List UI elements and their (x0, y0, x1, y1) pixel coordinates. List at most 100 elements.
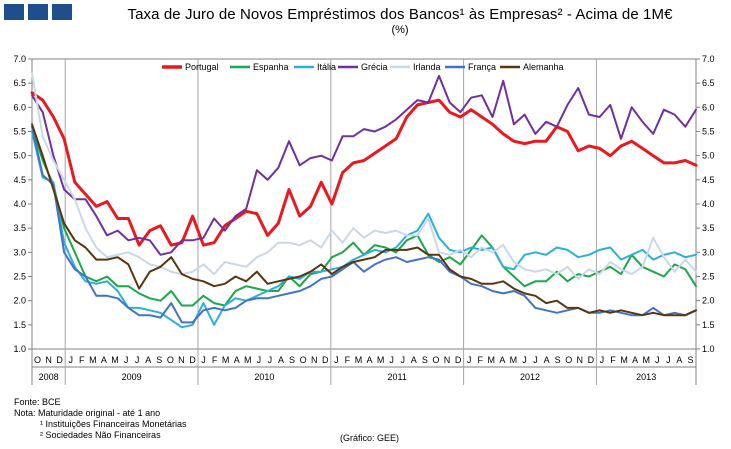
x-month-label: A (234, 355, 240, 365)
x-month-label: N (444, 355, 451, 365)
y-tick-label-left: 4.0 (13, 199, 26, 209)
x-month-label: F (212, 355, 218, 365)
legend-label: Portugal (185, 62, 219, 72)
y-tick-label-left: 2.5 (13, 272, 26, 282)
x-year-label: 2010 (254, 372, 274, 382)
y-tick-label-right: 3.5 (702, 223, 715, 233)
x-month-label: S (289, 355, 295, 365)
legend-label: França (468, 62, 496, 72)
x-year-label: 2009 (122, 372, 142, 382)
x-year-label: 2013 (636, 372, 656, 382)
x-month-label: A (411, 355, 417, 365)
y-tick-label-left: 5.0 (13, 151, 26, 161)
corner-block (28, 4, 48, 20)
x-month-label: D (189, 355, 196, 365)
legend-label: Espanha (253, 62, 289, 72)
y-tick-label-right: 7.0 (702, 54, 715, 64)
x-month-label: M (377, 355, 385, 365)
x-month-label: S (156, 355, 162, 365)
y-tick-label-right: 2.5 (702, 272, 715, 282)
source-note: Fonte: BCE (14, 397, 61, 407)
y-tick-label-right: 3.0 (702, 247, 715, 257)
x-month-label: M (89, 355, 97, 365)
series-line-portugal (30, 91, 698, 247)
x-month-label: O (167, 355, 174, 365)
x-month-label: J (334, 355, 339, 365)
x-month-label: J (666, 355, 671, 365)
x-month-label: J (522, 355, 527, 365)
y-tick-label-left: 6.0 (13, 102, 26, 112)
y-tick-label-right: 4.0 (702, 199, 715, 209)
x-year-label: 2011 (388, 372, 407, 382)
x-month-label: M (620, 355, 628, 365)
y-tick-label-left: 3.0 (13, 247, 26, 257)
x-month-label: D (322, 355, 329, 365)
x-month-label: J (467, 355, 472, 365)
chart-subtitle: (%) (391, 24, 409, 36)
y-tick-label-right: 1.0 (702, 344, 715, 354)
x-month-label: M (244, 355, 252, 365)
x-month-label: J (201, 355, 206, 365)
x-month-label: J (268, 355, 273, 365)
y-tick-label-right: 2.0 (702, 296, 715, 306)
x-month-label: A (499, 355, 505, 365)
corner-block (4, 4, 24, 20)
x-month-label: N (311, 355, 318, 365)
chart-title: Taxa de Juro de Novos Empréstimos dos Ba… (127, 6, 673, 23)
x-month-label: M (222, 355, 230, 365)
series-line-alemanha (31, 123, 697, 317)
x-month-label: J (400, 355, 405, 365)
x-month-label: D (588, 355, 595, 365)
x-month-label: O (34, 355, 41, 365)
corner-block (52, 4, 72, 20)
y-tick-label-right: 5.5 (702, 127, 715, 137)
x-month-label: J (257, 355, 262, 365)
y-tick-label-right: 4.5 (702, 175, 715, 185)
x-month-label: J (655, 355, 660, 365)
x-month-label: A (632, 355, 638, 365)
corner-decoration (4, 4, 72, 20)
x-month-label: F (477, 355, 483, 365)
x-month-label: S (687, 355, 693, 365)
x-month-label: D (56, 355, 63, 365)
x-month-label: A (278, 355, 284, 365)
legend-label: Grécia (361, 62, 388, 72)
x-month-label: M (510, 355, 518, 365)
chart-credit: (Gráfico: GEE) (340, 433, 400, 443)
legend-label: Itália (317, 62, 336, 72)
x-year-label: 2008 (39, 372, 59, 382)
y-tick-label-left: 2.0 (13, 296, 26, 306)
legend-label: Alemanha (523, 62, 564, 72)
x-month-label: M (111, 355, 119, 365)
x-month-label: F (79, 355, 85, 365)
x-month-label: A (101, 355, 107, 365)
legend-label: Irlanda (413, 62, 441, 72)
x-month-label: M (642, 355, 650, 365)
y-tick-label-left: 5.5 (13, 127, 26, 137)
x-month-label: J (68, 355, 73, 365)
x-month-label: N (577, 355, 584, 365)
series-line-itália (31, 130, 697, 329)
x-month-label: A (367, 355, 373, 365)
x-month-label: S (555, 355, 561, 365)
x-month-label: M (488, 355, 496, 365)
x-month-label: A (676, 355, 682, 365)
series-line-grécia (31, 74, 697, 256)
series-line-irlanda (31, 72, 697, 280)
y-tick-label-right: 5.0 (702, 151, 715, 161)
maturity-note: Nota: Maturidade original - até 1 ano (14, 408, 161, 418)
y-tick-label-left: 1.0 (13, 344, 26, 354)
y-tick-label-left: 7.0 (13, 54, 26, 64)
y-tick-label-left: 4.5 (13, 175, 26, 185)
chart-footer: Fonte: BCE Nota: Maturidade original - a… (14, 397, 187, 441)
footnote-1: ¹ Instituições Financeiras Monetárias (40, 419, 187, 429)
x-month-label: N (178, 355, 185, 365)
y-tick-label-right: 6.0 (702, 102, 715, 112)
x-month-label: O (300, 355, 307, 365)
x-month-label: M (355, 355, 363, 365)
y-tick-label-right: 1.5 (702, 320, 715, 330)
x-year-label: 2012 (520, 372, 540, 382)
x-month-label: F (610, 355, 616, 365)
x-month-label: N (45, 355, 52, 365)
